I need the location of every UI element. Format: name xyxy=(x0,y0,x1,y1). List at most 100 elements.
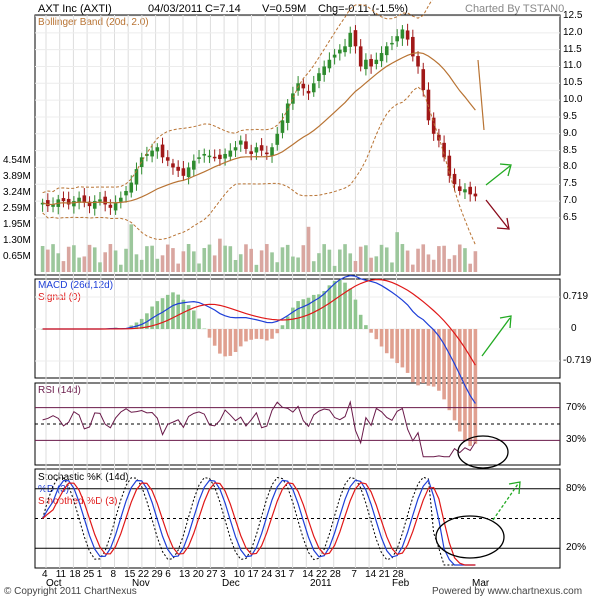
candle-body xyxy=(186,167,191,178)
price-tick-label: 10.5 xyxy=(563,77,583,89)
macd-histogram-bar xyxy=(160,298,165,329)
x-tick-label: 13 xyxy=(179,569,191,580)
macd-histogram-bar xyxy=(265,329,269,341)
macd-histogram-bar xyxy=(348,288,353,329)
volume-value: V=0.59M xyxy=(262,3,307,15)
up-arrow-head xyxy=(499,163,512,177)
candle-body xyxy=(379,53,384,62)
stoch-tick-label: 80% xyxy=(566,482,587,494)
price-tick-label: 8.0 xyxy=(563,161,577,173)
candle-body xyxy=(98,199,102,202)
volume-bar xyxy=(155,258,160,272)
candle-body xyxy=(411,36,415,57)
volume-bar xyxy=(280,247,285,272)
candle-body xyxy=(301,83,306,89)
stoch-highlight-ellipse xyxy=(435,515,505,559)
volume-bar xyxy=(228,246,233,272)
macd-histogram-bar xyxy=(285,316,290,329)
rsi-tick-label: 30% xyxy=(566,434,587,446)
macd-histogram-bar xyxy=(301,299,306,329)
candle-body xyxy=(431,117,436,134)
volume-bar xyxy=(374,256,379,272)
volume-bar xyxy=(113,250,118,272)
volume-bar xyxy=(61,261,66,272)
bollinger-middle-line xyxy=(42,51,476,206)
volume-bar xyxy=(186,244,191,272)
macd-histogram-bar xyxy=(405,329,410,373)
macd-histogram-bar xyxy=(374,329,379,340)
volume-bar xyxy=(405,250,410,272)
volume-bar xyxy=(139,259,144,272)
x-tick-label: 22 xyxy=(137,569,150,580)
x-tick-label: 1 xyxy=(96,569,103,580)
bollinger-legend: Bollinger Band (20d, 2.0) xyxy=(38,17,149,28)
macd-histogram-bar xyxy=(431,329,436,387)
stoch-k-line xyxy=(42,476,476,566)
price-tick-label: 7.5 xyxy=(563,178,577,190)
macd-histogram-bar xyxy=(165,294,170,329)
macd-histogram-bar xyxy=(259,329,264,340)
macd-histogram-bar xyxy=(306,297,311,329)
candle-body xyxy=(327,59,332,69)
volume-bar xyxy=(452,255,457,272)
month-label: Dec xyxy=(222,578,240,589)
stoch-d-line xyxy=(42,478,476,566)
x-tick-label: 21 xyxy=(378,569,390,580)
bollinger-lower-line xyxy=(42,86,476,245)
macd-histogram-bar xyxy=(395,329,399,364)
macd-histogram-bar xyxy=(322,291,326,329)
volume-bar xyxy=(56,253,61,272)
macd-histogram-bar xyxy=(238,329,243,347)
candle-body xyxy=(364,59,368,70)
candle-body xyxy=(270,147,274,156)
candle-body xyxy=(369,58,373,67)
volume-bar xyxy=(254,264,259,272)
price-tick-label: 10.0 xyxy=(563,94,583,106)
month-label: Feb xyxy=(392,578,410,589)
candle-body xyxy=(212,156,217,159)
volume-bar xyxy=(40,246,45,272)
candle-body xyxy=(82,195,87,203)
volume-tick-label: 3.89M xyxy=(3,171,31,182)
macd-histogram-bar xyxy=(176,294,180,329)
charted-by: Charted By TSTAN0 xyxy=(465,3,565,15)
candle-body xyxy=(244,141,248,149)
candle-body xyxy=(343,46,347,53)
candle-body xyxy=(66,198,71,205)
volume-bar xyxy=(343,244,347,272)
change-value: Chg=-0.11 (-1.5%) xyxy=(318,3,408,15)
candle-body xyxy=(358,46,363,67)
month-label: 2011 xyxy=(310,578,332,589)
macd-histogram-bar xyxy=(202,328,207,330)
x-tick-label: 22 xyxy=(316,569,328,580)
macd-tick-label: 0 xyxy=(571,323,577,334)
macd-histogram-bar xyxy=(186,305,191,329)
candle-body xyxy=(108,204,113,208)
macd-histogram-bar xyxy=(447,329,452,411)
volume-bar xyxy=(108,244,113,272)
down-arrow-price xyxy=(485,199,509,229)
volume-bar xyxy=(223,245,227,272)
up-arrow-stoch-head xyxy=(508,481,521,495)
candle-body xyxy=(322,66,326,75)
macd-line xyxy=(42,275,476,404)
candle-body xyxy=(124,190,128,196)
candle-body xyxy=(317,73,321,82)
macd-histogram-bar xyxy=(181,299,186,329)
x-tick-label: 6 xyxy=(165,569,171,580)
macd-histogram-bar xyxy=(296,301,300,329)
macd-tick-label: -0.719 xyxy=(563,355,592,366)
signal-line xyxy=(42,278,476,366)
volume-bar xyxy=(72,245,76,272)
x-tick-label: 28 xyxy=(329,569,341,580)
panel-frame-price xyxy=(34,14,561,276)
quote-date: 04/03/2011 xyxy=(148,3,203,15)
volume-bar xyxy=(317,253,321,272)
volume-tick-label: 0.65M xyxy=(3,251,31,262)
candle-body xyxy=(119,197,123,202)
candle-body xyxy=(61,198,66,202)
x-tick-label: 24 xyxy=(261,569,273,580)
volume-bar xyxy=(275,262,280,272)
candle-body xyxy=(468,186,472,195)
candle-body xyxy=(238,140,243,145)
